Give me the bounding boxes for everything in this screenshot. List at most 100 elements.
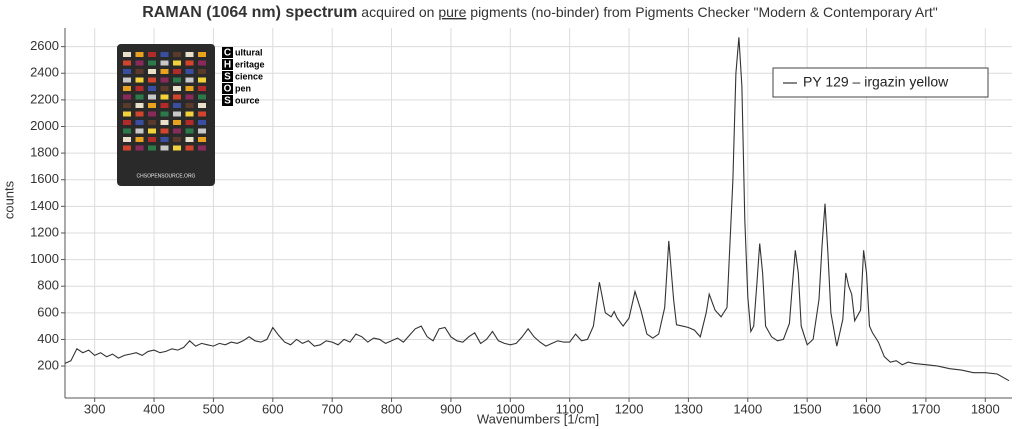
card-swatch (173, 137, 181, 142)
x-tick-label: 1300 (674, 401, 703, 416)
card-swatch (160, 128, 169, 134)
card-swatch (173, 94, 181, 100)
card-swatch (198, 145, 206, 151)
card-swatch (123, 69, 131, 74)
card-swatch (123, 77, 131, 83)
card-swatch (135, 137, 144, 142)
card-swatch (185, 94, 194, 100)
card-swatch (123, 103, 131, 108)
card-swatch (160, 111, 169, 117)
card-swatch (135, 86, 144, 91)
card-swatch (123, 94, 131, 100)
card-swatch (198, 120, 206, 125)
card-swatch (148, 94, 156, 100)
card-swatch (160, 137, 169, 142)
x-tick-label: 800 (381, 401, 403, 416)
card-swatch (198, 103, 206, 108)
card-swatch (135, 128, 144, 134)
y-tick-label: 1200 (30, 224, 59, 239)
card-swatch (148, 60, 156, 66)
logo-letter-box (222, 59, 233, 70)
card-swatch (198, 86, 206, 91)
card-swatch (173, 60, 181, 66)
card-swatch (160, 103, 169, 108)
logo-word: ultural (235, 47, 263, 57)
legend-box (772, 67, 989, 98)
y-tick-label: 1800 (30, 145, 59, 160)
x-tick-label: 1100 (556, 401, 584, 416)
card-swatch (123, 128, 131, 134)
card-swatch (198, 94, 206, 100)
y-axis-label: counts (1, 180, 16, 219)
x-tick-label: 1700 (911, 401, 940, 416)
y-tick-label: 800 (37, 278, 59, 293)
logo-word: ource (235, 95, 260, 105)
title-bold: RAMAN (1064 nm) spectrum (142, 4, 357, 21)
card-swatch (173, 69, 181, 74)
y-tick-label: 1600 (30, 171, 59, 186)
x-tick-label: 600 (262, 401, 284, 416)
logo-letter: C (224, 48, 231, 59)
card-swatch (148, 128, 156, 134)
card-swatch (148, 77, 156, 83)
card-swatch (148, 52, 156, 57)
card-swatch (135, 111, 144, 117)
card-swatch (185, 103, 194, 108)
card-swatch (185, 52, 194, 57)
card-swatch (135, 145, 144, 151)
card-swatch (123, 111, 131, 117)
card-swatch (198, 52, 206, 57)
card-swatch (148, 103, 156, 108)
card-swatch (135, 103, 144, 108)
card-swatch (148, 137, 156, 142)
card-swatch (148, 145, 156, 151)
card-swatch (160, 77, 169, 83)
x-tick-label: 1400 (733, 401, 762, 416)
y-tick-label: 1400 (30, 198, 59, 213)
card-swatch (123, 120, 131, 125)
card-swatch (135, 52, 144, 57)
card-swatch (185, 86, 194, 91)
card-swatch (198, 128, 206, 134)
y-tick-label: 600 (37, 304, 59, 319)
logo-letter: S (224, 72, 231, 83)
card-swatch (160, 145, 169, 151)
card-swatch (123, 137, 131, 142)
x-tick-label: 1000 (496, 401, 525, 416)
card-swatch (148, 111, 156, 117)
card-swatch (198, 60, 206, 66)
legend-label: PY 129 – irgazin yellow (803, 74, 949, 90)
x-tick-label: 400 (143, 401, 165, 416)
card-swatch (135, 69, 144, 74)
x-axis-label: Wavenumbers [1/cm] (477, 411, 599, 426)
logo-letter: S (224, 96, 231, 107)
x-tick-label: 1200 (615, 401, 644, 416)
card-swatch (173, 128, 181, 134)
logo-word: eritage (235, 59, 265, 69)
title-post: pigments (no-binder) from Pigments Check… (470, 4, 937, 20)
card-swatch (123, 145, 131, 151)
card-swatch (123, 52, 131, 57)
y-tick-label: 200 (37, 357, 59, 372)
title-underlined: pure (438, 4, 466, 20)
y-tick-label: 400 (37, 331, 59, 346)
spectrum-line (64, 37, 1010, 382)
card-swatch (173, 120, 181, 125)
card-swatch (173, 52, 181, 57)
y-tick-label: 1000 (30, 251, 59, 266)
card-swatch (160, 120, 169, 125)
card-swatch (135, 120, 144, 125)
card-swatch (173, 86, 181, 91)
card-swatch (148, 69, 156, 74)
card-swatch (185, 77, 194, 83)
logo-word: cience (235, 71, 263, 81)
card-swatch (123, 60, 131, 66)
card-swatch (160, 86, 169, 91)
card-swatch (185, 111, 194, 117)
logo-letter: H (224, 60, 231, 71)
card-swatch (185, 145, 194, 151)
card-swatch (185, 137, 194, 142)
logo-letter-box (222, 47, 233, 58)
card-swatch (135, 94, 144, 100)
chart-title: RAMAN (1064 nm) spectrum acquired on pur… (142, 4, 938, 22)
